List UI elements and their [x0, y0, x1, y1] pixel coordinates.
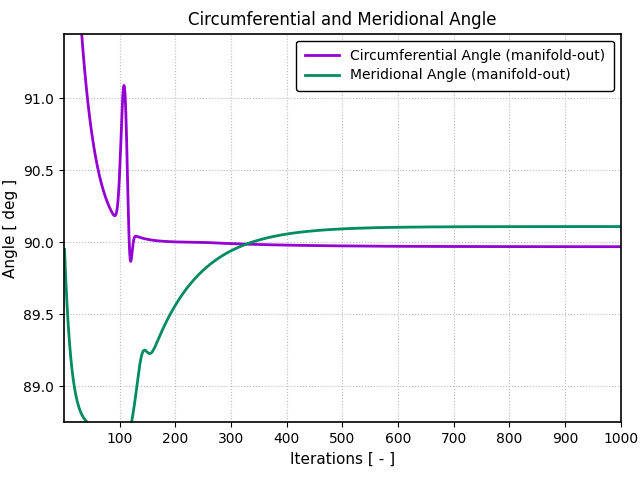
- Meridional Angle (manifold-out): [122, 425, 129, 431]
- Meridional Angle (manifold-out): [127, 425, 134, 431]
- Line: Meridional Angle (manifold-out): Meridional Angle (manifold-out): [65, 227, 621, 428]
- Y-axis label: Angle [ deg ]: Angle [ deg ]: [3, 179, 18, 277]
- Meridional Angle (manifold-out): [69, 375, 77, 381]
- Circumferential Angle (manifold-out): [127, 258, 134, 264]
- X-axis label: Iterations [ - ]: Iterations [ - ]: [290, 452, 395, 467]
- Circumferential Angle (manifold-out): [122, 107, 129, 113]
- Circumferential Angle (manifold-out): [303, 242, 311, 248]
- Circumferential Angle (manifold-out): [499, 244, 506, 250]
- Legend: Circumferential Angle (manifold-out), Meridional Angle (manifold-out): Circumferential Angle (manifold-out), Me…: [296, 40, 614, 91]
- Meridional Angle (manifold-out): [617, 224, 625, 229]
- Circumferential Angle (manifold-out): [110, 212, 118, 218]
- Meridional Angle (manifold-out): [499, 224, 506, 229]
- Circumferential Angle (manifold-out): [617, 244, 625, 250]
- Meridional Angle (manifold-out): [303, 228, 311, 234]
- Circumferential Angle (manifold-out): [582, 244, 590, 250]
- Meridional Angle (manifold-out): [61, 246, 68, 252]
- Meridional Angle (manifold-out): [582, 224, 590, 229]
- Meridional Angle (manifold-out): [110, 425, 118, 431]
- Title: Circumferential and Meridional Angle: Circumferential and Meridional Angle: [188, 11, 497, 29]
- Line: Circumferential Angle (manifold-out): Circumferential Angle (manifold-out): [65, 0, 621, 261]
